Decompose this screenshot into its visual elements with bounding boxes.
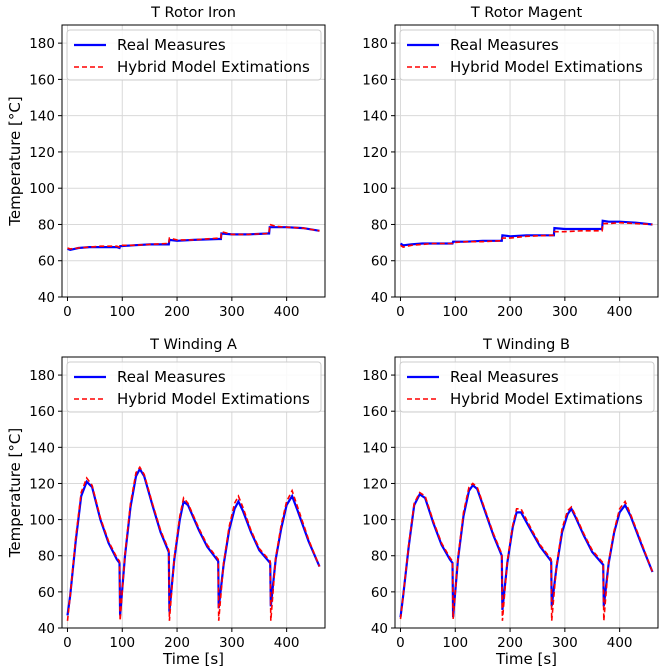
legend-entry: Hybrid Model Extimations — [117, 58, 310, 76]
y-tick-label: 60 — [38, 254, 55, 270]
legend-box — [66, 29, 322, 81]
legend-box — [66, 361, 322, 413]
chart-title: T Winding B — [482, 337, 570, 353]
legend: Real Measures Hybrid Model Extimations — [399, 29, 655, 81]
legend-entry: Real Measures — [450, 368, 559, 386]
chart-panel-1: 0 100 200 300 400 40 60 80 100 120 140 160 180 T Roto… — [6, 5, 326, 320]
x-tick-label: 0 — [63, 304, 72, 320]
y-tick-label: 40 — [38, 621, 55, 637]
x-tick-label: 300 — [552, 304, 578, 320]
legend-entry: Hybrid Model Extimations — [117, 390, 310, 408]
y-tick-label: 120 — [29, 145, 55, 161]
chart-title: T Rotor Iron — [150, 5, 236, 21]
chart-title: T Winding A — [149, 337, 237, 353]
series-line-hybrid-model — [399, 482, 654, 621]
y-tick-label: 160 — [29, 404, 55, 420]
y-tick-label: 80 — [371, 549, 388, 565]
plot-frame — [394, 356, 659, 629]
plot-frame — [394, 24, 659, 298]
series-line-hybrid-model — [66, 465, 321, 621]
y-tick-label: 160 — [362, 404, 388, 420]
y-tick-label: 120 — [362, 145, 388, 161]
series-line-real-measures — [67, 226, 320, 252]
x-axis-label: Time [s] — [495, 650, 557, 668]
x-tick-label: 300 — [219, 635, 245, 651]
chart-panel-4: 0 100 200 300 400 40 60 80 100 120 140 160 180 T Wind… — [362, 337, 659, 668]
y-tick-label: 160 — [29, 72, 55, 88]
y-tick-label: 100 — [29, 513, 55, 529]
y-tick-label: 80 — [38, 549, 55, 565]
x-tick-label: 100 — [109, 635, 135, 651]
y-tick-label: 120 — [29, 476, 55, 492]
legend: Real Measures Hybrid Model Extimations — [399, 361, 655, 413]
y-tick-label: 40 — [371, 621, 388, 637]
x-tick-label: 100 — [442, 304, 468, 320]
y-tick-label: 140 — [362, 440, 388, 456]
x-tick-label: 200 — [497, 635, 523, 651]
y-tick-label: 180 — [29, 36, 55, 52]
plot-frame — [61, 24, 326, 298]
x-tick-label: 200 — [497, 304, 523, 320]
x-tick-label: 0 — [63, 635, 72, 651]
legend-entry: Hybrid Model Extimations — [450, 58, 643, 76]
x-tick-label: 400 — [274, 304, 300, 320]
y-tick-label: 140 — [362, 109, 388, 125]
x-tick-label: 300 — [552, 635, 578, 651]
legend-box — [399, 361, 655, 413]
x-tick-label: 400 — [274, 635, 300, 651]
legend-entry: Real Measures — [117, 368, 226, 386]
series-line-hybrid-model — [67, 223, 320, 250]
y-axis-label: Temperature [°C] — [6, 96, 24, 226]
x-tick-label: 100 — [109, 304, 135, 320]
y-tick-label: 40 — [371, 290, 388, 306]
plot-frame — [61, 356, 326, 629]
y-tick-label: 120 — [362, 476, 388, 492]
x-tick-label: 0 — [396, 635, 405, 651]
y-tick-label: 40 — [38, 290, 55, 306]
legend-entry: Real Measures — [450, 36, 559, 54]
x-tick-label: 400 — [607, 635, 633, 651]
y-tick-label: 140 — [29, 109, 55, 125]
chart-panel-3: 0 100 200 300 400 40 60 80 100 120 140 160 180 T Wind… — [6, 337, 326, 668]
y-tick-label: 60 — [371, 585, 388, 601]
x-tick-label: 0 — [396, 304, 405, 320]
series-line-real-measures — [399, 483, 654, 618]
series-line-real-measures — [66, 466, 321, 616]
y-tick-label: 140 — [29, 440, 55, 456]
legend: Real Measures Hybrid Model Extimations — [66, 29, 322, 81]
legend: Real Measures Hybrid Model Extimations — [66, 361, 322, 413]
chart-title: T Rotor Magent — [470, 5, 583, 21]
y-tick-label: 60 — [38, 585, 55, 601]
y-tick-label: 180 — [362, 368, 388, 384]
legend-box — [399, 29, 655, 81]
y-tick-label: 100 — [362, 181, 388, 197]
x-tick-label: 200 — [164, 635, 190, 651]
y-tick-label: 180 — [362, 36, 388, 52]
x-axis-label: Time [s] — [162, 650, 224, 668]
series-line-real-measures — [399, 219, 653, 247]
y-tick-label: 180 — [29, 368, 55, 384]
y-axis-label: Temperature [°C] — [6, 428, 24, 558]
y-tick-label: 160 — [362, 72, 388, 88]
y-tick-label: 100 — [362, 513, 388, 529]
legend-entry: Hybrid Model Extimations — [450, 390, 643, 408]
x-tick-label: 300 — [219, 304, 245, 320]
legend-entry: Real Measures — [117, 36, 226, 54]
y-tick-label: 80 — [38, 217, 55, 233]
x-tick-label: 100 — [442, 635, 468, 651]
y-tick-label: 60 — [371, 254, 388, 270]
y-tick-label: 80 — [371, 217, 388, 233]
series-line-hybrid-model — [400, 221, 653, 248]
y-tick-label: 100 — [29, 181, 55, 197]
chart-panel-2: 0 100 200 300 400 40 60 80 100 120 140 160 180 T Roto… — [362, 5, 659, 320]
x-tick-label: 400 — [607, 304, 633, 320]
x-tick-label: 200 — [164, 304, 190, 320]
